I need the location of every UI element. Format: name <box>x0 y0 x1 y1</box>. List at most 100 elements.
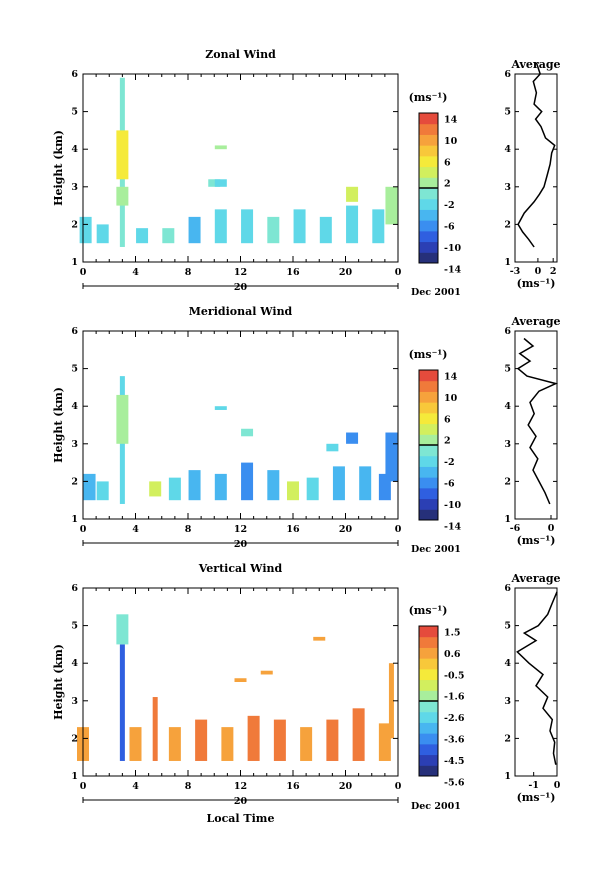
data-cell <box>129 727 142 761</box>
data-cell <box>346 186 359 202</box>
y-axis-label: Height (km) <box>52 387 65 463</box>
colorbar-tick-label: -10 <box>444 500 462 511</box>
colorbar-swatch <box>419 509 438 521</box>
colorbar-tick-label: 0.6 <box>444 649 461 660</box>
data-cell <box>214 473 227 501</box>
avg-y-tick-label: 1 <box>504 257 511 268</box>
x-tick-label: 12 <box>234 781 247 792</box>
plot-frame <box>82 330 399 520</box>
x-tick-label: 20 <box>339 524 353 535</box>
data-cell <box>214 179 227 187</box>
avg-y-tick-label: 2 <box>504 733 511 744</box>
data-cell <box>346 205 359 244</box>
colorbar-tick-label: 14 <box>444 114 458 125</box>
average-frame <box>514 330 558 520</box>
average-title: Average <box>510 58 560 71</box>
avg-x-axis-label: (ms⁻¹) <box>517 277 556 290</box>
avg-x-tick-label: 0 <box>548 523 555 534</box>
data-cell <box>326 719 339 761</box>
avg-y-tick-label: 1 <box>504 771 511 782</box>
data-cell <box>168 727 181 761</box>
y-axis-label: Height (km) <box>52 130 65 206</box>
average-profile-line <box>516 591 558 765</box>
data-cell <box>79 216 92 244</box>
data-cell <box>241 428 254 437</box>
date-label: Dec 2001 <box>411 287 461 298</box>
y-tick-label: 4 <box>71 144 78 155</box>
x-tick-label: 0 <box>395 781 402 792</box>
colorbar-tick-label: -4.5 <box>444 756 464 767</box>
colorbar-swatch <box>419 636 438 648</box>
colorbar-swatch <box>419 743 438 756</box>
data-cell <box>119 644 125 761</box>
y-tick-label: 5 <box>71 621 78 632</box>
colorbar-swatch <box>419 220 438 232</box>
avg-y-tick-label: 4 <box>504 658 511 669</box>
avg-y-tick-label: 3 <box>504 182 511 193</box>
data-cell <box>168 477 181 501</box>
avg-x-axis-label: (ms⁻¹) <box>517 534 556 547</box>
data-cell <box>83 473 96 501</box>
data-cell <box>136 228 149 244</box>
x-tick-label: 20 <box>339 267 353 278</box>
colorbar-tick-label: 6 <box>444 157 451 168</box>
avg-y-tick-label: 2 <box>504 219 511 230</box>
x-tick-label: 4 <box>132 781 139 792</box>
data-cell <box>241 209 254 244</box>
y-tick-label: 4 <box>71 401 78 412</box>
avg-x-tick-label: 0 <box>535 266 542 277</box>
colorbar-unit: (ms⁻¹) <box>409 604 448 617</box>
data-cell <box>214 145 227 150</box>
x-tick-label: 0 <box>80 267 87 278</box>
colorbar-swatch <box>419 188 438 200</box>
data-cell <box>300 727 313 761</box>
data-cell <box>162 228 175 244</box>
y-tick-label: 3 <box>71 696 78 707</box>
colorbar-swatch <box>419 113 438 125</box>
colorbar-swatch <box>419 423 438 435</box>
data-cell <box>116 186 129 206</box>
day-label: 20 <box>234 796 248 807</box>
colorbar-swatch <box>419 647 438 659</box>
data-cell <box>319 216 332 244</box>
data-cell <box>287 481 299 501</box>
data-cell <box>346 432 359 444</box>
colorbar-tick-label: -0.5 <box>444 670 464 681</box>
avg-y-tick-label: 1 <box>504 514 511 525</box>
x-tick-label: 12 <box>234 524 247 535</box>
average-frame <box>514 587 558 777</box>
colorbar-swatch <box>419 412 438 425</box>
colorbar-tick-label: -2 <box>444 200 455 211</box>
x-tick-label: 12 <box>234 267 247 278</box>
data-cell <box>149 481 162 497</box>
y-tick-label: 2 <box>71 219 78 230</box>
colorbar-swatch <box>419 241 438 253</box>
colorbar-tick-label: -10 <box>444 243 462 254</box>
data-cell <box>332 466 345 501</box>
y-tick-label: 1 <box>71 514 78 525</box>
avg-y-tick-label: 4 <box>504 144 511 155</box>
x-tick-label: 16 <box>286 524 300 535</box>
colorbar-swatch <box>419 380 438 392</box>
colorbar-swatch <box>419 626 438 638</box>
data-cell <box>214 406 227 410</box>
x-tick-label: 8 <box>185 267 192 278</box>
colorbar-swatch <box>419 445 438 457</box>
colorbar-swatch <box>419 177 438 189</box>
average-title: Average <box>510 572 560 585</box>
data-cell <box>273 719 286 761</box>
data-cell <box>293 209 306 244</box>
data-cell <box>214 209 227 244</box>
x-tick-label: 0 <box>395 267 402 278</box>
x-tick-label: 16 <box>286 781 300 792</box>
data-cell <box>234 678 247 682</box>
colorbar-tick-label: -6 <box>444 479 455 490</box>
data-cell <box>188 470 201 501</box>
y-tick-label: 5 <box>71 107 78 118</box>
colorbar-tick-label: 2 <box>444 179 451 190</box>
avg-x-tick-label: 2 <box>550 266 557 277</box>
colorbar-swatch <box>419 668 438 681</box>
colorbar-swatch <box>419 391 438 403</box>
